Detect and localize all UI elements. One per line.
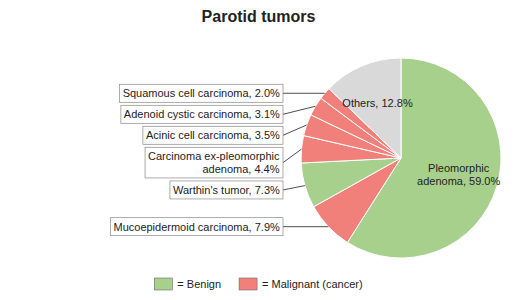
slice-label: Warthin's tumor, 7.3% <box>173 184 280 196</box>
legend-entry: = Benign <box>154 278 221 290</box>
slice-label: Acinic cell carcinoma, 3.5% <box>146 129 280 141</box>
label-line: Squamous cell carcinoma, 2.0% <box>123 87 280 99</box>
legend-entry: = Malignant (cancer) <box>239 278 363 290</box>
annotation-box <box>120 84 283 102</box>
label-line: adenoma, 4.4% <box>202 163 279 175</box>
leader-lines <box>283 93 328 226</box>
label-line: Carcinoma ex-pleomorphic <box>148 150 280 162</box>
slice-label: Carcinoma ex-pleomorphicadenoma, 4.4% <box>148 150 280 175</box>
annotation-box <box>170 181 283 199</box>
slice-label: Pleomorphicadenoma, 59.0% <box>417 162 500 187</box>
title: Parotid tumors <box>202 8 316 25</box>
leader-line <box>283 186 305 190</box>
legend-label: = Malignant (cancer) <box>262 278 363 290</box>
legend-label: = Benign <box>177 278 221 290</box>
slice-label: Mucoepidermoid carcinoma, 7.9% <box>113 221 280 233</box>
legend-swatch <box>154 278 172 290</box>
annotation: Warthin's tumor, 7.3% <box>170 181 283 199</box>
leader-line <box>283 106 315 114</box>
slice-label: Others, 12.8% <box>342 97 413 109</box>
label-line: Warthin's tumor, 7.3% <box>173 184 280 196</box>
annotation-box <box>121 105 283 123</box>
label-line: Others, 12.8% <box>342 97 413 109</box>
annotation-box <box>110 218 283 236</box>
annotation-box <box>143 126 283 144</box>
leader-line <box>283 93 325 94</box>
label-line: Mucoepidermoid carcinoma, 7.9% <box>113 221 280 233</box>
chart: Parotid tumors Pleomorphicadenoma, 59.0% O… <box>0 0 517 300</box>
slice-label: Squamous cell carcinoma, 2.0% <box>123 87 280 99</box>
pie-slice <box>301 158 401 207</box>
outside-labels: Mucoepidermoid carcinoma, 7.9% Warthin's … <box>110 84 283 235</box>
annotation: Acinic cell carcinoma, 3.5% <box>143 126 283 144</box>
label-line: Acinic cell carcinoma, 3.5% <box>146 129 280 141</box>
annotation: Carcinoma ex-pleomorphicadenoma, 4.4% <box>145 147 283 178</box>
legend: = Benign = Malignant (cancer) <box>154 278 362 290</box>
label-line: adenoma, 59.0% <box>417 175 500 187</box>
pie: Pleomorphicadenoma, 59.0% Others, 12.8% <box>301 58 501 258</box>
legend-swatch <box>239 278 257 290</box>
annotation-box <box>145 147 283 178</box>
label-line: Pleomorphic <box>428 162 490 174</box>
annotation: Mucoepidermoid carcinoma, 7.9% <box>110 218 283 236</box>
leader-line <box>283 149 301 162</box>
leader-line <box>283 226 328 227</box>
annotation: Adenoid cystic carcinoma, 3.1% <box>121 105 283 123</box>
annotation: Squamous cell carcinoma, 2.0% <box>120 84 283 102</box>
label-line: Adenoid cystic carcinoma, 3.1% <box>124 108 280 120</box>
leader-line <box>283 125 307 135</box>
slice-label: Adenoid cystic carcinoma, 3.1% <box>124 108 280 120</box>
